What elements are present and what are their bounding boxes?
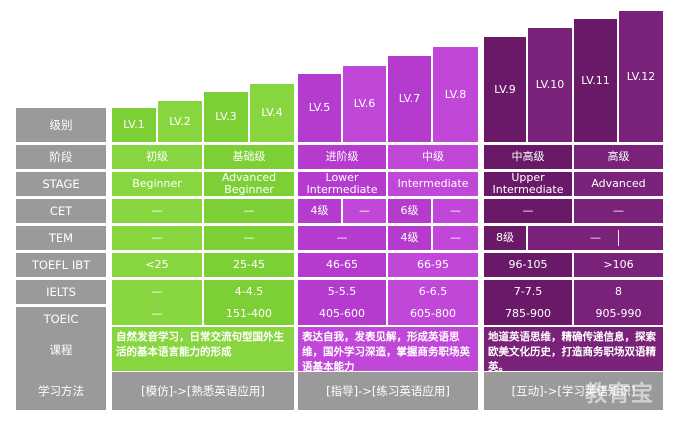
course-beginner: 自然发音学习，日常交流句型国外生活的基本语言能力的形成: [112, 327, 294, 371]
stage-cn-cell: 高级: [574, 145, 663, 169]
toeic-cell: 605-800: [388, 303, 478, 325]
label-course: 课程: [16, 328, 106, 372]
stage-en-cell: Advanced: [574, 172, 663, 196]
level-bar-6: LV.6: [343, 66, 386, 142]
level-bar-10: LV.10: [528, 28, 572, 142]
toefl-cell: 96-105: [484, 253, 572, 277]
cet-cell: —: [343, 199, 386, 223]
tem-cell: —: [433, 226, 478, 250]
level-bar-2: LV.2: [158, 101, 202, 142]
course-advanced: 地道英语思维，精确传递信息，探索欧美文化历史，打造商务职场双语精英。: [484, 327, 663, 373]
label-stage: STAGE: [16, 172, 106, 196]
tem-cell: —: [112, 226, 202, 250]
ielts-cell: —: [112, 280, 202, 304]
toefl-cell: <25: [112, 253, 202, 277]
level-bar-7: LV.7: [388, 56, 431, 142]
cet-cell: 4级: [298, 199, 341, 223]
cet-cell: 6级: [388, 199, 431, 223]
label-toefl: TOEFL IBT: [16, 253, 106, 277]
method-advanced: [互动]->[学习英语知识]: [484, 372, 663, 410]
ielts-cell: 8: [574, 280, 663, 304]
cet-cell: —: [204, 199, 294, 223]
level-bar-1: LV.1: [112, 108, 156, 142]
toeic-cell: —: [112, 303, 202, 325]
label-ielts: IELTS: [16, 280, 106, 304]
stage-cn-cell: 中高级: [484, 145, 572, 169]
toefl-cell: 25-45: [204, 253, 294, 277]
tem-cell: 4级: [388, 226, 431, 250]
method-beginner: [模仿]->[熟悉英语应用]: [112, 372, 294, 410]
stage-en-cell: Upper Intermediate: [484, 172, 572, 196]
label-toeic: TOEIC: [16, 307, 106, 331]
toeic-cell: 405-600: [298, 303, 386, 325]
label-level: 级别: [16, 108, 106, 142]
level-bar-4: LV.4: [250, 84, 294, 142]
stage-cn-cell: 基础级: [204, 145, 294, 169]
level-bar-11: LV.11: [574, 19, 617, 142]
label-stage-cn: 阶段: [16, 145, 106, 169]
stage-cn-cell: 中级: [388, 145, 478, 169]
stage-en-cell: Beginner: [112, 172, 202, 196]
stage-en-cell: Intermediate: [388, 172, 478, 196]
tem-cell: 8级: [484, 226, 526, 250]
level-bar-12: LV.12: [619, 11, 663, 142]
level-bar-3: LV.3: [204, 92, 248, 142]
cet-cell: —: [574, 199, 663, 223]
stage-en-cell: Lower Intermediate: [298, 172, 386, 196]
ielts-cell: 6-6.5: [388, 280, 478, 304]
course-intermediate: 表达自我，发表见解，形成英语思维，国外学习深造，掌握商务职场英语基本能力: [298, 327, 478, 373]
stage-cn-cell: 初级: [112, 145, 202, 169]
tem-cell: —: [204, 226, 294, 250]
method-intermediate: [指导]->[练习英语应用]: [298, 372, 478, 410]
watermark-logo: 教育宝: [585, 382, 655, 407]
label-cet: CET: [16, 199, 106, 223]
tem-divider: [618, 230, 619, 246]
label-method: 学习方法: [16, 372, 106, 410]
cet-cell: —: [433, 199, 478, 223]
cet-cell: —: [112, 199, 202, 223]
toeic-cell: 785-900: [484, 303, 572, 325]
level-bar-8: LV.8: [433, 47, 478, 142]
toeic-cell: 151-400: [204, 303, 294, 325]
toefl-cell: 66-95: [388, 253, 478, 277]
level-bar-5: LV.5: [298, 74, 341, 142]
tem-cell: —: [298, 226, 386, 250]
tem-cell: —: [528, 226, 663, 250]
ielts-cell: 5-5.5: [298, 280, 386, 304]
stage-cn-cell: 进阶级: [298, 145, 386, 169]
toefl-cell: 46-65: [298, 253, 386, 277]
ielts-cell: 4-4.5: [204, 280, 294, 304]
cet-cell: —: [484, 199, 572, 223]
stage-en-cell: Advanced Beginner: [204, 172, 294, 196]
toeic-cell: 905-990: [574, 303, 663, 325]
toefl-cell: >106: [574, 253, 663, 277]
level-bar-9: LV.9: [484, 37, 526, 142]
label-tem: TEM: [16, 226, 106, 250]
ielts-cell: 7-7.5: [484, 280, 572, 304]
